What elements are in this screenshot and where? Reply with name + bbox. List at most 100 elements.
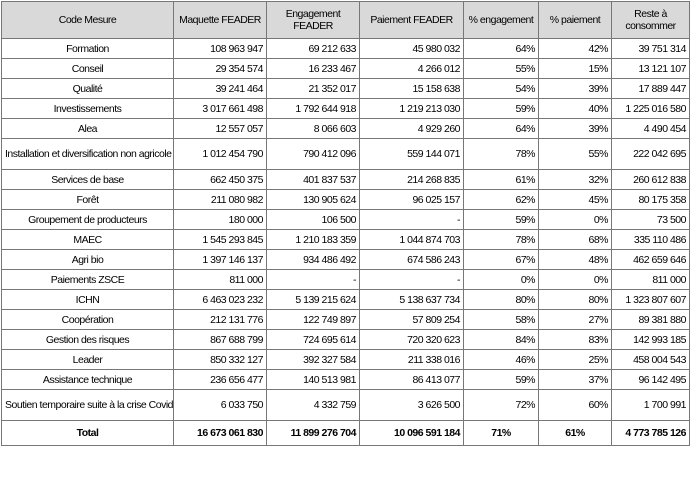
cell-engagement: 401 837 537 [266,169,360,190]
cell-maquette: 212 131 776 [173,309,267,330]
cell-paiement: 1 219 213 030 [359,98,464,119]
cell-reste: 142 993 185 [611,329,690,350]
cell-pct-paiement: 48% [538,249,612,270]
cell-code-mesure: Coopération [1,309,174,330]
cell-pct-paiement: 55% [538,138,612,170]
cell-paiement: 3 626 500 [359,389,464,421]
cell-engagement: - [266,269,360,290]
cell-pct-engagement: 58% [463,309,539,330]
cell-pct-paiement: 80% [538,289,612,310]
cell-maquette: 850 332 127 [173,349,267,370]
table-row: Alea 12 557 057 8 066 603 4 929 260 64% 39% 4 … [1,118,690,139]
cell-pct-paiement: 25% [538,349,612,370]
cell-reste: 80 175 358 [611,189,690,210]
cell-reste: 335 110 486 [611,229,690,250]
cell-pct-engagement: 62% [463,189,539,210]
cell-maquette: 236 656 477 [173,369,267,390]
cell-engagement: 69 212 633 [266,38,360,59]
table-row: Installation et diversification non agri… [1,138,690,170]
cell-code-mesure: Investissements [1,98,174,119]
table-row: ICHN 6 463 023 232 5 139 215 624 5 138 637 … [1,289,690,310]
cell-engagement: 11 899 276 704 [266,420,360,446]
cell-pct-engagement: 46% [463,349,539,370]
cell-engagement: 16 233 467 [266,58,360,79]
cell-code-mesure: ICHN [1,289,174,310]
cell-code-mesure: Assistance technique [1,369,174,390]
cell-maquette: 180 000 [173,209,267,230]
cell-maquette: 3 017 661 498 [173,98,267,119]
cell-code-mesure: Soutien temporaire suite à la crise Covi… [1,389,174,421]
cell-pct-paiement: 39% [538,118,612,139]
cell-maquette: 6 463 023 232 [173,289,267,310]
cell-code-mesure: Forêt [1,189,174,210]
header-code-mesure: Code Mesure [1,1,174,39]
cell-code-mesure: Installation et diversification non agri… [1,138,174,170]
cell-reste: 13 121 107 [611,58,690,79]
cell-pct-paiement: 32% [538,169,612,190]
header-paiement: Paiement FEADER [359,1,464,39]
table-row: Leader 850 332 127 392 327 584 211 338 016 4… [1,349,690,370]
cell-pct-paiement: 60% [538,389,612,421]
cell-reste: 811 000 [611,269,690,290]
cell-pct-engagement: 80% [463,289,539,310]
cell-pct-engagement: 61% [463,169,539,190]
cell-pct-paiement: 68% [538,229,612,250]
total-row: Total 16 673 061 830 11 899 276 704 10 096 … [1,420,690,446]
cell-paiement: 211 338 016 [359,349,464,370]
cell-paiement: 4 929 260 [359,118,464,139]
cell-pct-engagement: 78% [463,229,539,250]
cell-maquette: 16 673 061 830 [173,420,267,446]
cell-pct-engagement: 54% [463,78,539,99]
cell-paiement: 86 413 077 [359,369,464,390]
cell-code-mesure: Services de base [1,169,174,190]
cell-pct-engagement: 84% [463,329,539,350]
cell-paiement: 57 809 254 [359,309,464,330]
cell-maquette: 39 241 464 [173,78,267,99]
table-row: Groupement de producteurs 180 000 106 500-… [1,209,690,230]
cell-code-mesure: Groupement de producteurs [1,209,174,230]
feader-table: Code Mesure Maquette FEADER Engagement F… [1,1,690,446]
cell-engagement: 4 332 759 [266,389,360,421]
cell-reste: 1 225 016 580 [611,98,690,119]
cell-pct-engagement: 59% [463,369,539,390]
cell-paiement: - [359,269,464,290]
cell-engagement: 392 327 584 [266,349,360,370]
header-maquette: Maquette FEADER [173,1,267,39]
cell-paiement: 214 268 835 [359,169,464,190]
table-row: Conseil 29 354 574 16 233 467 4 266 012 55% 1… [1,58,690,79]
header-row: Code Mesure Maquette FEADER Engagement F… [1,1,690,39]
cell-pct-engagement: 71% [463,420,539,446]
cell-pct-paiement: 27% [538,309,612,330]
cell-maquette: 108 963 947 [173,38,267,59]
cell-engagement: 8 066 603 [266,118,360,139]
cell-reste: 4 490 454 [611,118,690,139]
cell-paiement: - [359,209,464,230]
cell-engagement: 934 486 492 [266,249,360,270]
cell-paiement: 45 980 032 [359,38,464,59]
cell-paiement: 10 096 591 184 [359,420,464,446]
cell-reste: 462 659 646 [611,249,690,270]
cell-reste: 458 004 543 [611,349,690,370]
table-row: Forêt 211 080 982 130 905 624 96 025 157 62%… [1,189,690,210]
cell-pct-engagement: 59% [463,209,539,230]
cell-pct-engagement: 59% [463,98,539,119]
table-row: Agri bio 1 397 146 137 934 486 492 674 586 … [1,249,690,270]
cell-maquette: 662 450 375 [173,169,267,190]
cell-engagement: 122 749 897 [266,309,360,330]
cell-maquette: 211 080 982 [173,189,267,210]
table-row: MAEC 1 545 293 845 1 210 183 359 1 044 874 … [1,229,690,250]
cell-engagement: 130 905 624 [266,189,360,210]
cell-pct-paiement: 15% [538,58,612,79]
cell-maquette: 6 033 750 [173,389,267,421]
cell-reste: 222 042 695 [611,138,690,170]
table-body: Formation 108 963 947 69 212 633 45 980 032… [1,38,690,446]
cell-engagement: 1 792 644 918 [266,98,360,119]
table-row: Soutien temporaire suite à la crise Covi… [1,389,690,421]
cell-paiement: 674 586 243 [359,249,464,270]
cell-pct-paiement: 61% [538,420,612,446]
cell-pct-paiement: 42% [538,38,612,59]
cell-engagement: 106 500 [266,209,360,230]
cell-pct-paiement: 37% [538,369,612,390]
cell-pct-paiement: 0% [538,269,612,290]
cell-reste: 73 500 [611,209,690,230]
